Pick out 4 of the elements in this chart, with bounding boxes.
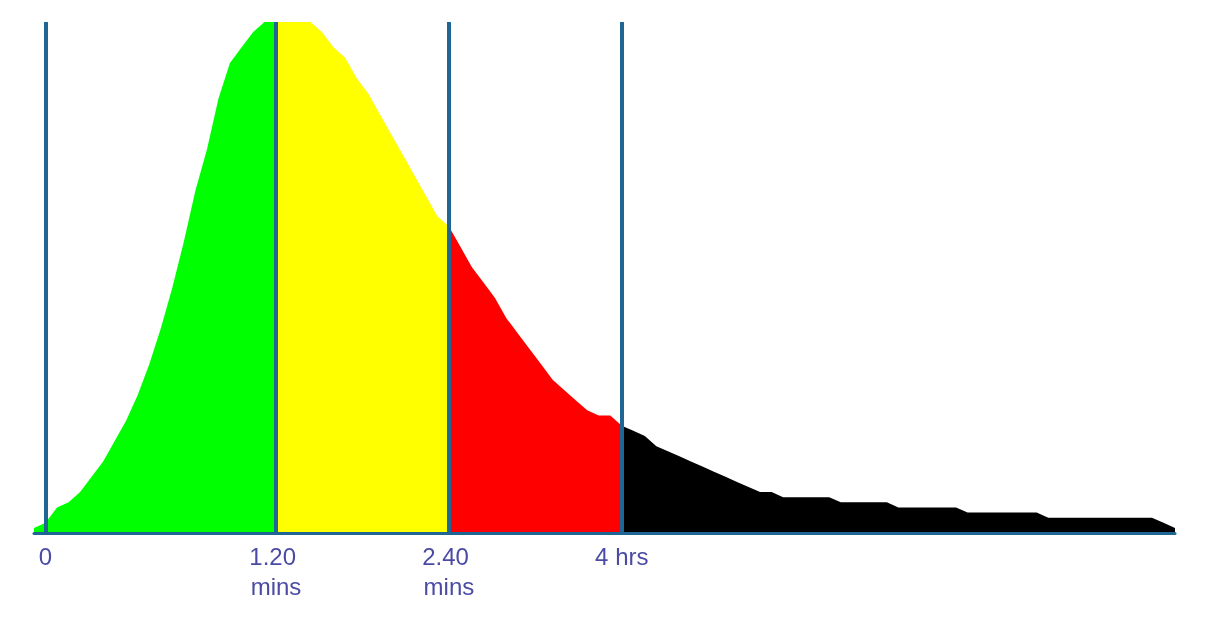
x-tick-label: 2.40 mins xyxy=(422,542,476,600)
x-tick-label: 1.20 mins xyxy=(249,542,303,600)
x-tick-label: 4 hrs xyxy=(595,542,649,570)
x-tick-label: 0 xyxy=(38,542,53,570)
